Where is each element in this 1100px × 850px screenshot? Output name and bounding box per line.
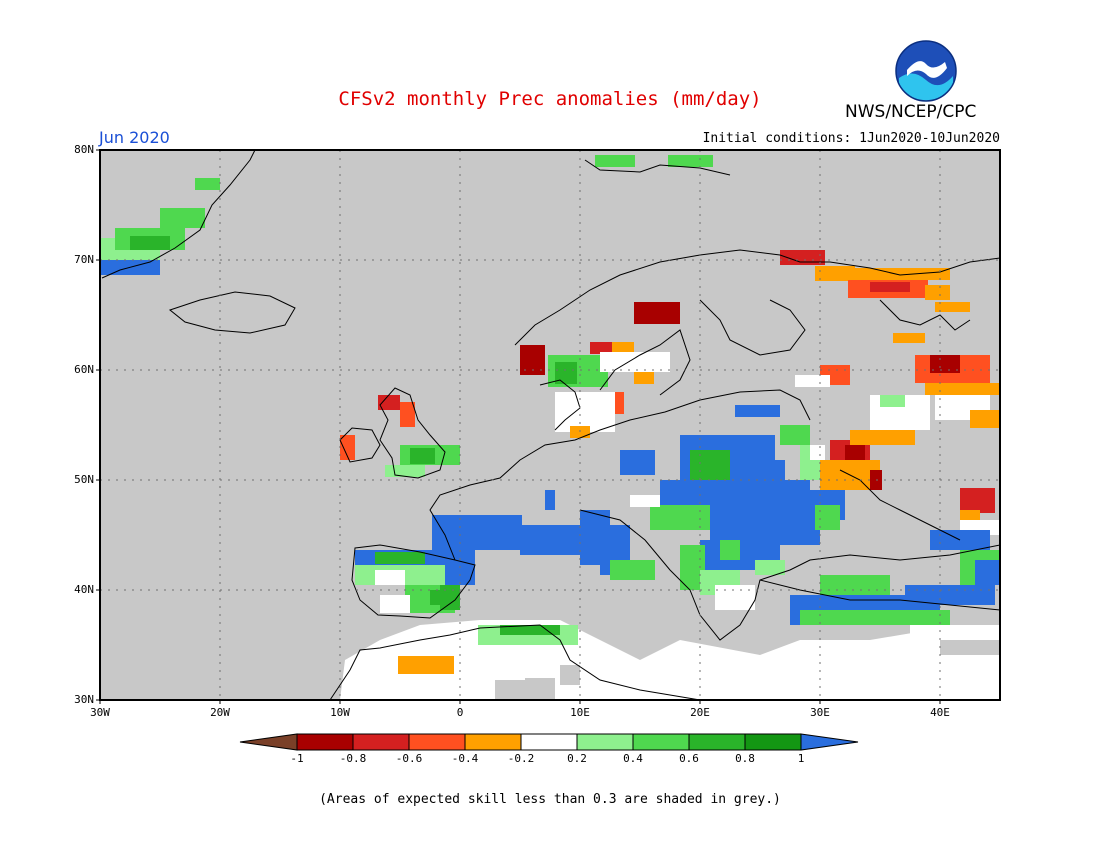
skill-footnote: (Areas of expected skill less than 0.3 a…: [319, 792, 781, 807]
month-label: Jun 2020: [99, 128, 170, 147]
lon-label-20w: 20W: [210, 706, 230, 719]
map-frame: [99, 149, 1001, 701]
colorbar-label: 0.8: [735, 752, 755, 765]
colorbar-label: 1: [797, 752, 805, 765]
colorbar-swatch: [632, 733, 690, 751]
colorbar-swatch: [520, 733, 578, 751]
colorbar-label: -0.4: [451, 752, 479, 765]
colorbar-swatch: [688, 733, 746, 751]
map-title: CFSv2 monthly Prec anomalies (mm/day): [338, 88, 762, 110]
colorbar-swatch: [352, 733, 410, 751]
coastlines: [101, 150, 1000, 700]
colorbar-label: 0.4: [623, 752, 643, 765]
agency-label: NWS/NCEP/CPC: [845, 102, 977, 122]
lon-label-10e: 10E: [570, 706, 590, 719]
lat-label-30n: 30N: [74, 693, 94, 706]
colorbar-label: 0.2: [567, 752, 587, 765]
lat-label-70n: 70N: [74, 253, 94, 266]
colorbar-label: -1: [290, 752, 304, 765]
colorbar-arrow-left: [239, 733, 298, 751]
lon-label-0: 0: [456, 706, 464, 719]
colorbar-swatch: [576, 733, 634, 751]
lon-label-20e: 20E: [690, 706, 710, 719]
colorbar-label: -0.2: [507, 752, 535, 765]
lat-label-40n: 40N: [74, 583, 94, 596]
colorbar: [239, 733, 859, 751]
lon-label-40e: 40E: [930, 706, 950, 719]
lon-label-30e: 30E: [810, 706, 830, 719]
lon-label-10w: 10W: [330, 706, 350, 719]
colorbar-swatch: [744, 733, 802, 751]
colorbar-label: -0.6: [395, 752, 423, 765]
anomaly-field: [100, 155, 1000, 700]
colorbar-swatch: [464, 733, 522, 751]
initial-conditions-label: Initial conditions: 1Jun2020-10Jun2020: [702, 131, 1000, 146]
colorbar-swatch: [408, 733, 466, 751]
colorbar-label: -0.8: [339, 752, 367, 765]
lat-label-60n: 60N: [74, 363, 94, 376]
graticule: [100, 150, 1000, 700]
colorbar-label: 0.6: [679, 752, 699, 765]
colorbar-swatch: [296, 733, 354, 751]
lat-label-50n: 50N: [74, 473, 94, 486]
lon-label-30w: 30W: [90, 706, 110, 719]
colorbar-arrow-right: [800, 733, 859, 751]
noaa-logo: [895, 40, 957, 102]
lat-label-80n: 80N: [74, 143, 94, 156]
